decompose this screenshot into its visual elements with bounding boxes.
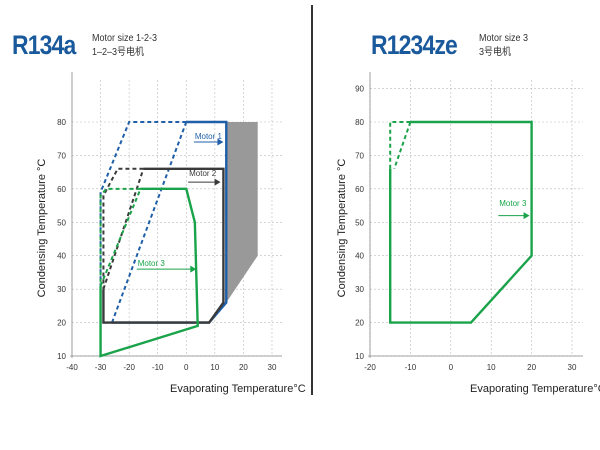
annotation-label: Motor 3 <box>499 199 527 208</box>
x-tick-label: -10 <box>405 363 417 372</box>
right-refrigerant-title: R1234ze <box>371 30 458 60</box>
shaded-area <box>226 122 258 303</box>
left-motor-size-cn: 1–2–3号电机 <box>92 47 145 58</box>
series-motor-3-solid <box>389 120 533 324</box>
y-tick-label: 70 <box>355 151 364 160</box>
x-tick-label: -20 <box>123 363 135 372</box>
x-tick-label: 0 <box>184 363 189 372</box>
x-axis-label: Evaporating Temperature°C <box>170 383 306 395</box>
series-motor-1-dashed <box>111 121 188 323</box>
y-tick-label: 50 <box>57 218 66 227</box>
y-tick-label: 50 <box>355 218 364 227</box>
annotation-arrow-head <box>190 265 197 273</box>
y-tick-label: 40 <box>355 252 364 261</box>
y-axis-label: Condensing Temperature °C <box>36 159 48 298</box>
annotation-arrow-head <box>217 138 224 146</box>
x-tick-label: -10 <box>152 363 164 372</box>
x-axis-label: Evaporating Temperature°C <box>470 383 600 395</box>
x-tick-label: 30 <box>568 363 577 372</box>
y-tick-label: 90 <box>355 85 364 94</box>
y-tick-label: 20 <box>355 319 364 328</box>
y-tick-label: 80 <box>57 118 66 127</box>
series-motor-2-solid <box>102 167 225 324</box>
annotation-label: Motor 2 <box>189 169 217 178</box>
series-motor-2-dashed <box>102 168 145 290</box>
series-motor-3-dashed <box>393 121 412 170</box>
x-tick-label: 10 <box>487 363 496 372</box>
y-tick-label: 80 <box>355 118 364 127</box>
y-tick-label: 10 <box>355 352 364 361</box>
y-tick-label: 70 <box>57 151 66 160</box>
y-tick-label: 40 <box>57 252 66 261</box>
left-refrigerant-title: R134a <box>12 30 76 60</box>
series-motor-3-dashed <box>389 121 411 169</box>
annotation-label: Motor 1 <box>195 132 223 141</box>
y-tick-label: 30 <box>355 285 364 294</box>
annotation-arrow-head <box>214 178 221 186</box>
x-tick-label: 20 <box>527 363 536 372</box>
y-axis-label: Condensing Temperature °C <box>336 159 348 298</box>
series-motor-3-dashed <box>99 188 142 287</box>
left-motor-size-en: Motor size 1-2-3 <box>92 33 158 44</box>
annotation-label: Motor 3 <box>138 259 166 268</box>
x-tick-label: -40 <box>66 363 78 372</box>
right-motor-size-en: Motor size 3 <box>479 33 529 44</box>
x-tick-label: 20 <box>239 363 248 372</box>
series-motor-3-solid <box>99 187 199 358</box>
chart-1: -20 -10 0 10 20 30 10 20 30 40 50 60 70 80 90 Evaporati… <box>336 72 600 395</box>
x-tick-label: -20 <box>364 363 376 372</box>
x-tick-label: 0 <box>449 363 454 372</box>
right-motor-size-cn: 3号电机 <box>479 47 512 58</box>
panel-divider <box>311 5 313 395</box>
chart-0: -40 -30 -20 -10 0 10 20 30 10 20 30 40 50 60 70 80 Evapo… <box>36 72 306 395</box>
y-tick-label: 30 <box>57 285 66 294</box>
y-tick-label: 10 <box>57 352 66 361</box>
series-motor-3-dashed <box>99 187 141 286</box>
x-tick-label: 30 <box>268 363 277 372</box>
annotation-arrow-head <box>523 212 530 220</box>
y-tick-label: 60 <box>355 185 364 194</box>
y-tick-label: 60 <box>57 185 66 194</box>
x-tick-label: -30 <box>95 363 107 372</box>
x-tick-label: 10 <box>210 363 219 372</box>
y-tick-label: 20 <box>57 319 66 328</box>
